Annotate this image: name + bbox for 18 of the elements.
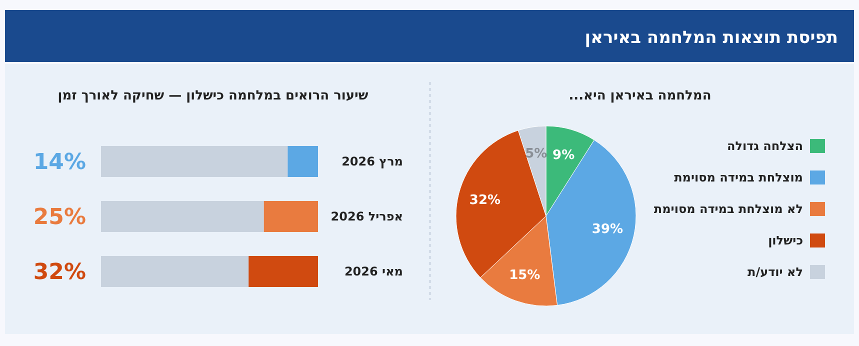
chart-subtitle: המלחמה באיראן היא...: [568, 88, 712, 104]
legend-label: כישלון: [768, 234, 804, 248]
legend-label: לא מוצלחת במידה מסוימת: [654, 202, 803, 216]
legend-label: מוצלחת במידה מסוימת: [674, 170, 803, 184]
legend-label: לא יודע/ת: [748, 265, 803, 279]
data-label: 25%: [33, 205, 86, 230]
chart-title: תפיסת תוצאות המלחמה באיראן: [584, 28, 838, 48]
data-label: 15%: [509, 268, 540, 283]
y-tick-label: אפריל 2026: [330, 210, 403, 224]
data-label: 32%: [469, 192, 501, 208]
y-tick-label: מאי 2026: [344, 264, 403, 278]
data-label: 14%: [33, 150, 86, 175]
legend-label: הצלחה גדולה: [726, 139, 803, 153]
data-label: 32%: [33, 260, 86, 285]
y-tick-label: מרץ 2026: [342, 154, 403, 168]
data-label: 9%: [552, 148, 575, 163]
chart-title: שיעור הרואים במלחמה כישלון — שחיקה לאורך זמן: [58, 88, 368, 104]
data-label: 39%: [592, 222, 624, 238]
